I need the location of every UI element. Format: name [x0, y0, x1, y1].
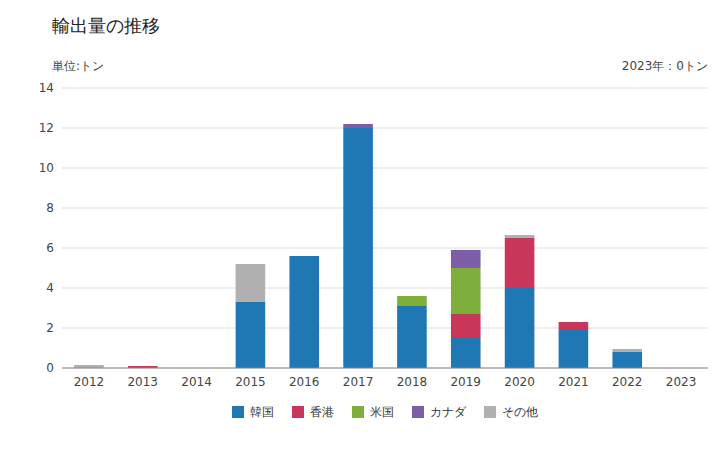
bar-segment	[343, 124, 373, 125]
bar-segment	[343, 128, 373, 368]
legend-label: 米国	[370, 405, 394, 419]
legend-item: 韓国	[232, 405, 274, 419]
bar-segment	[289, 256, 319, 257]
bar-segment	[397, 296, 427, 297]
series-bars	[397, 268, 480, 314]
bar-segment	[289, 256, 319, 257]
x-tick-label: 2023	[666, 375, 697, 389]
legend-swatch	[232, 406, 244, 418]
bar-segment	[559, 330, 589, 368]
legend: 韓国 香港 米国 カナダ その他	[232, 405, 538, 419]
bar-segment	[451, 314, 481, 338]
bar-segment	[236, 264, 266, 302]
bar-segment	[451, 250, 481, 268]
bar-segment	[559, 322, 589, 323]
bar-segment	[289, 256, 319, 257]
x-tick-label: 2012	[74, 375, 105, 389]
legend-item: 香港	[292, 405, 334, 419]
legend-label: 韓国	[250, 405, 274, 419]
bar-segment	[451, 338, 481, 368]
y-tick-label: 2	[46, 321, 54, 335]
annotation: 2023年：0トン	[622, 59, 708, 73]
y-tick-label: 0	[46, 361, 54, 375]
series-bars	[128, 238, 588, 368]
series-bars	[74, 235, 642, 368]
bar-segment	[505, 238, 535, 288]
x-tick-label: 2018	[397, 375, 428, 389]
chart: 輸出量の推移単位:トン 2023年：0トン 0 2 4 6 8 10 12 14 2012 2013 2…	[0, 0, 728, 450]
bar-segment	[343, 124, 373, 128]
bar-segment	[451, 268, 481, 314]
x-tick-label: 2015	[235, 375, 266, 389]
bar-segment	[128, 366, 158, 367]
chart-title: 輸出量の推移	[52, 15, 160, 36]
legend-swatch	[352, 406, 364, 418]
y-tick-label: 8	[46, 201, 54, 215]
legend-item: カナダ	[412, 405, 467, 419]
grid-line	[62, 248, 708, 249]
grid-line	[62, 288, 708, 289]
x-tick-label: 2014	[181, 375, 212, 389]
x-tick-label: 2013	[127, 375, 158, 389]
y-tick-label: 10	[39, 161, 54, 175]
y-tick-label: 6	[46, 241, 54, 255]
grid-line	[62, 168, 708, 169]
grid-line	[62, 368, 708, 369]
x-tick-label: 2019	[450, 375, 481, 389]
series-bars	[343, 124, 480, 268]
bar-segment	[128, 366, 158, 367]
bar-segment	[559, 322, 589, 323]
y-axis-label: 単位:トン	[52, 59, 104, 73]
legend-item: 米国	[352, 405, 394, 419]
y-tick-label: 14	[39, 81, 54, 95]
legend-item: その他	[484, 405, 538, 419]
bar-segment	[559, 322, 589, 323]
bar-segment	[505, 288, 535, 368]
bar-segment	[559, 322, 589, 330]
legend-label: 香港	[310, 405, 334, 419]
y-grid	[62, 88, 708, 368]
grid-line	[62, 328, 708, 329]
bar-segment	[612, 349, 642, 352]
y-tick-label: 4	[46, 281, 54, 295]
bar-segment	[397, 306, 427, 368]
x-tick-label: 2017	[343, 375, 374, 389]
x-tick-label: 2022	[612, 375, 643, 389]
bar-segment	[128, 366, 158, 367]
bar-segment	[397, 296, 427, 306]
series-bars	[236, 128, 642, 368]
grid-line	[62, 208, 708, 209]
x-tick-label: 2021	[558, 375, 589, 389]
legend-swatch	[292, 406, 304, 418]
bar-segment	[236, 302, 266, 368]
bar-segment	[289, 256, 319, 257]
grid-line	[62, 128, 708, 129]
y-tick-label: 12	[39, 121, 54, 135]
x-tick-label: 2020	[504, 375, 535, 389]
legend-swatch	[412, 406, 424, 418]
x-tick-label: 2016	[289, 375, 320, 389]
bar-segment	[451, 250, 481, 251]
legend-swatch	[484, 406, 496, 418]
bar-segment	[505, 235, 535, 238]
bar-segment	[289, 256, 319, 368]
legend-label: カナダ	[430, 405, 467, 419]
x-axis-line	[62, 368, 708, 369]
grid-line	[62, 88, 708, 89]
legend-label: その他	[502, 405, 538, 419]
bar-segment	[397, 296, 427, 297]
bar-segment	[612, 352, 642, 368]
bars	[74, 124, 642, 368]
